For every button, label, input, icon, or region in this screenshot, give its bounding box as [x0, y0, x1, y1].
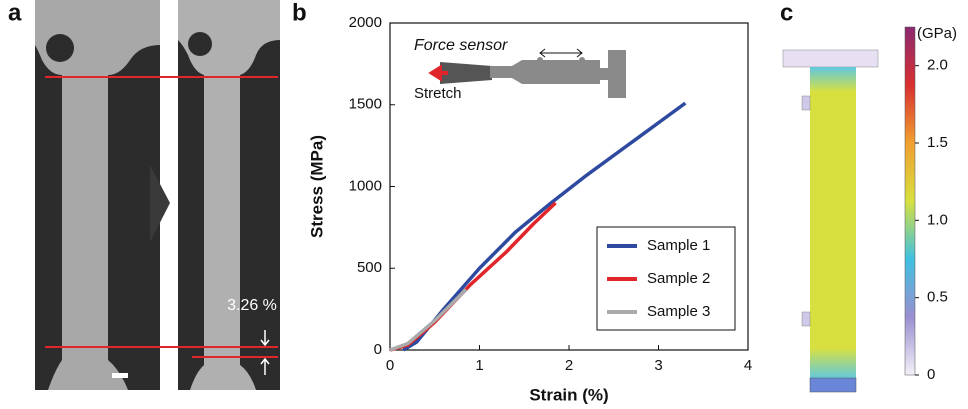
- sensor-diagram: [428, 48, 626, 98]
- y-tick-label: 500: [357, 259, 382, 276]
- panel-label: c: [780, 0, 793, 26]
- fem-model: [782, 49, 879, 393]
- panel-label: b: [292, 0, 307, 26]
- micrograph-left: [35, 0, 160, 390]
- colorbar-tick-label: 1.5: [927, 134, 948, 151]
- colorbar-tick-label: 1.0: [927, 211, 948, 228]
- legend-label: Sample 3: [647, 303, 710, 320]
- y-tick-label: 0: [374, 341, 382, 358]
- x-tick-label: 2: [565, 357, 573, 374]
- scale-bar: [112, 373, 128, 378]
- strain-arrows: [260, 330, 270, 375]
- colorbar: [904, 26, 916, 376]
- micrograph-right: [178, 0, 280, 390]
- annotation: Stretch: [414, 85, 462, 102]
- colorbar-title: (GPa): [917, 25, 957, 42]
- x-tick-label: 0: [386, 357, 394, 374]
- y-tick-label: 1500: [349, 96, 382, 113]
- x-tick-label: 3: [654, 357, 662, 374]
- y-tick-label: 2000: [349, 14, 382, 31]
- strain-annotation: 3.26 %: [227, 297, 277, 314]
- y-axis-label: Stress (MPa): [307, 135, 326, 238]
- colorbar-tick-label: 0.5: [927, 289, 948, 306]
- legend-label: Sample 2: [647, 270, 710, 287]
- series-line: [389, 288, 468, 352]
- colorbar-tick-label: 0: [927, 366, 935, 383]
- colorbar-tick-label: 2.0: [927, 57, 948, 74]
- x-tick-label: 1: [475, 357, 483, 374]
- legend-label: Sample 1: [647, 237, 710, 254]
- panel-label: a: [8, 0, 22, 26]
- x-tick-label: 4: [744, 357, 752, 374]
- arrow: [150, 165, 170, 242]
- annotation: Force sensor: [414, 37, 508, 54]
- x-axis-label: Strain (%): [529, 385, 608, 404]
- y-tick-label: 1000: [349, 177, 382, 194]
